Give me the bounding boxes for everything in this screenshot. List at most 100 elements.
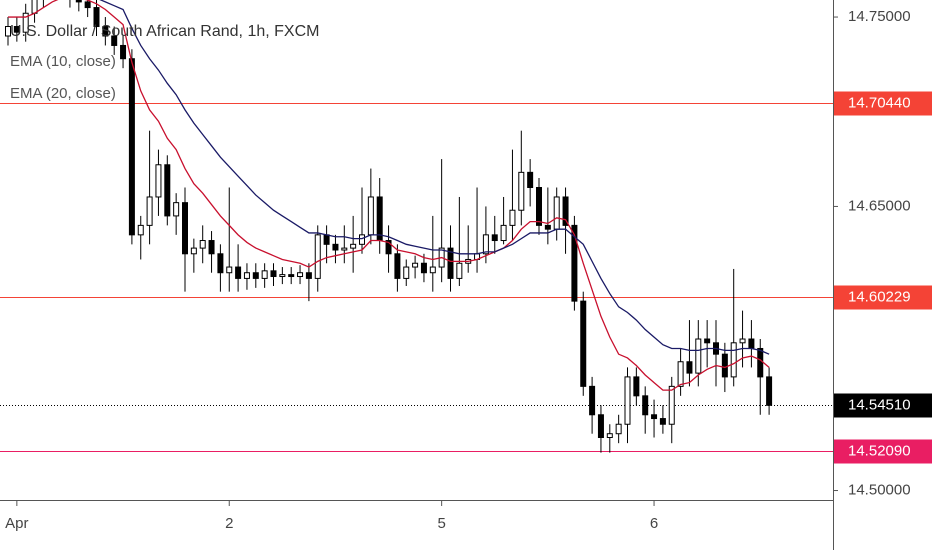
x-tick-label: 6 xyxy=(650,515,658,532)
ema-lines xyxy=(8,0,770,391)
candle-body xyxy=(111,35,118,46)
candle-body xyxy=(544,224,551,230)
candle-body xyxy=(235,266,242,279)
x-tick-label: 5 xyxy=(437,515,445,532)
candle-body xyxy=(199,240,206,249)
candle-body xyxy=(341,247,348,251)
candle-body xyxy=(668,385,675,425)
candle-body xyxy=(509,209,516,226)
candle-body xyxy=(536,187,542,226)
price-label-box xyxy=(834,439,932,464)
candle-body xyxy=(429,266,436,274)
price-label-box xyxy=(834,285,932,310)
candle-body xyxy=(571,224,578,302)
price-label: 14.54510 xyxy=(848,396,911,413)
candle-body xyxy=(721,353,728,378)
candle-body xyxy=(704,338,711,344)
price-label-box xyxy=(834,91,932,116)
candle-body xyxy=(420,262,427,274)
candle-body xyxy=(633,376,640,397)
candle-body xyxy=(261,270,268,279)
legend-entry: EMA (10, close) xyxy=(10,53,116,70)
candle-body xyxy=(288,274,295,278)
candle-body xyxy=(385,240,392,255)
ema-line xyxy=(8,0,770,391)
candle-body xyxy=(297,272,304,278)
candle-body xyxy=(659,418,666,425)
candle-body xyxy=(367,196,374,236)
candle-body xyxy=(128,58,135,236)
candle-body xyxy=(155,164,162,198)
candle-body xyxy=(279,274,286,278)
candle-body xyxy=(5,26,11,37)
candle-body xyxy=(208,240,215,255)
candle-body xyxy=(102,26,109,37)
candle-body xyxy=(359,234,365,245)
candle-body xyxy=(651,414,658,420)
candle-body xyxy=(217,253,224,274)
candle-body xyxy=(677,361,684,387)
x-tick-label: Apr xyxy=(5,515,28,532)
candle-body xyxy=(686,361,693,374)
candle-body xyxy=(394,253,401,279)
candle-body xyxy=(243,272,250,279)
candle-body xyxy=(589,385,596,416)
candles xyxy=(5,0,773,453)
candle-body xyxy=(323,234,330,245)
candle-body xyxy=(748,338,755,349)
candle-body xyxy=(84,1,91,9)
candle-body xyxy=(482,234,489,255)
price-label-box xyxy=(834,393,932,418)
candle-body xyxy=(305,272,312,279)
candle-body xyxy=(500,224,507,242)
candle-body xyxy=(22,12,29,33)
candle-body xyxy=(403,266,410,279)
ema-line xyxy=(99,0,770,355)
candle-body xyxy=(580,300,587,387)
price-label: 14.60229 xyxy=(848,288,911,305)
candle-body xyxy=(252,272,259,279)
candle-body xyxy=(332,243,339,251)
legend-entry: EMA (20, close) xyxy=(10,85,116,102)
candle-body xyxy=(190,247,197,255)
y-tick-label: 14.65000 xyxy=(848,197,911,214)
candle-body xyxy=(606,433,613,439)
candle-body xyxy=(491,234,498,242)
y-tick-label: 14.75000 xyxy=(848,8,911,25)
candle-body xyxy=(739,338,746,344)
price-label: 14.70440 xyxy=(848,94,911,111)
candle-body xyxy=(642,395,649,416)
candle-body xyxy=(447,247,454,279)
candle-body xyxy=(164,164,171,217)
candle-body xyxy=(270,270,277,278)
candle-body xyxy=(527,171,534,188)
candle-body xyxy=(120,44,127,60)
candle-body xyxy=(75,0,82,3)
candle-body xyxy=(757,347,764,378)
candle-body xyxy=(350,243,357,249)
candle-body xyxy=(695,338,702,374)
candle-body xyxy=(456,262,463,279)
candle-body xyxy=(314,234,321,279)
candle-body xyxy=(146,196,153,226)
levels xyxy=(0,103,833,452)
candle-body xyxy=(518,171,525,211)
candle-body xyxy=(412,262,419,268)
candle-body xyxy=(31,0,38,14)
candle-body xyxy=(13,26,20,33)
candle-body xyxy=(137,224,144,236)
candle-body xyxy=(182,202,188,255)
candle-body xyxy=(376,196,383,242)
axes: 14.75000 14.65000 14.50000 Apr 2 5 6 14.70440 14… xyxy=(5,8,932,532)
candle-body xyxy=(173,202,180,217)
candle-body xyxy=(766,376,773,406)
chart-title: U.S. Dollar / South African Rand, 1h, FX… xyxy=(10,23,319,40)
candle-body xyxy=(562,196,569,226)
price-label: 14.52090 xyxy=(848,442,911,459)
candle-body xyxy=(624,376,631,425)
x-tick-label: 2 xyxy=(225,515,233,532)
candle-body xyxy=(730,342,737,378)
y-tick-label: 14.50000 xyxy=(848,481,911,498)
